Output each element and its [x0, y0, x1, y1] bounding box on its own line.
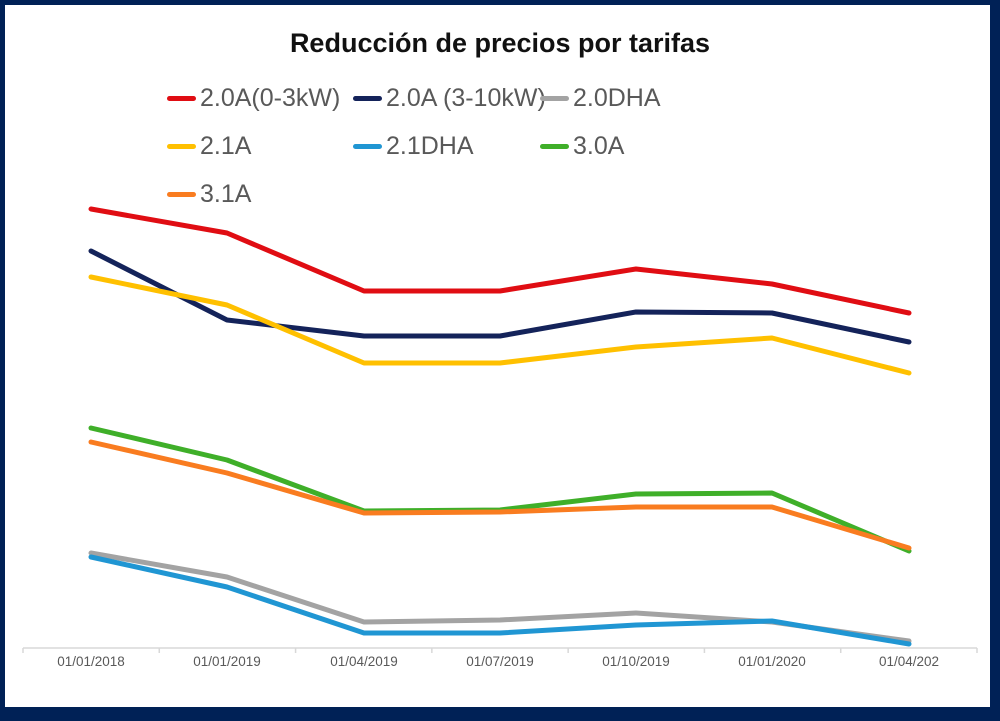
legend-label: 2.1A	[200, 132, 252, 160]
x-axis-label: 01/01/2019	[193, 654, 261, 669]
x-axis-label: 01/01/2018	[57, 654, 125, 669]
legend-item: 2.0A(0-3kW)	[167, 83, 340, 113]
series-line-2-0a-3-10kw-	[88, 248, 912, 345]
series-line-3-1a	[88, 439, 912, 551]
legend-item: 3.1A	[167, 179, 251, 209]
x-axis-label: 01/07/2019	[466, 654, 534, 669]
legend-label: 2.0A(0-3kW)	[200, 84, 341, 112]
legend-marker-icon	[353, 95, 382, 101]
legend-item: 2.1DHA	[353, 131, 474, 161]
legend-marker-icon	[540, 143, 569, 149]
legend-label: 2.1DHA	[386, 132, 474, 160]
legend-marker-icon	[540, 95, 569, 101]
chart-title: Reducción de precios por tarifas	[289, 28, 711, 58]
x-axis-label: 01/10/2019	[602, 654, 670, 669]
legend-marker-icon	[167, 95, 196, 101]
x-axis-label: 01/04/202	[878, 654, 940, 669]
legend-item: 3.0A	[540, 131, 624, 161]
legend-item: 2.1A	[167, 131, 251, 161]
legend-item: 2.0DHA	[540, 83, 661, 113]
legend-marker-icon	[353, 143, 382, 149]
series-line-2-0a-0-3kw-	[88, 206, 912, 316]
series-line-2-1dha	[88, 554, 912, 647]
series-line-2-1a	[88, 274, 912, 376]
legend-marker-icon	[167, 191, 196, 197]
legend-label: 3.1A	[200, 180, 252, 208]
legend-label: 2.0A (3-10kW)	[386, 84, 546, 112]
legend-item: 2.0A (3-10kW)	[353, 83, 546, 113]
x-axis-label: 01/01/2020	[738, 654, 806, 669]
x-axis-label: 01/04/2019	[330, 654, 398, 669]
legend-marker-icon	[167, 143, 196, 149]
legend-label: 2.0DHA	[573, 84, 661, 112]
legend-label: 3.0A	[573, 132, 625, 160]
